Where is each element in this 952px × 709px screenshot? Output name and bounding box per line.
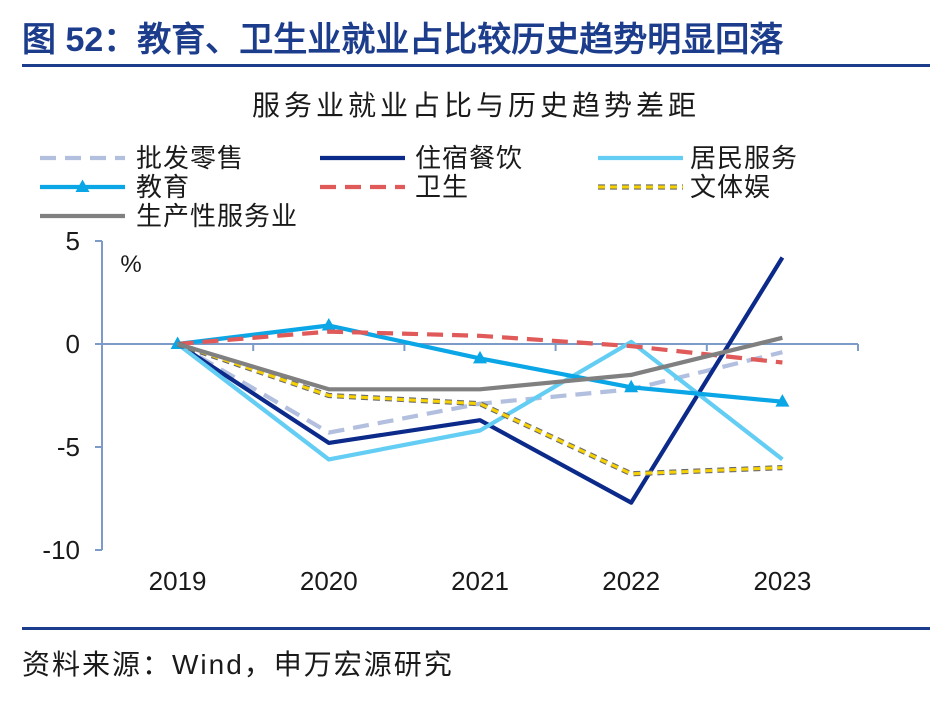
- data-point: [327, 394, 331, 398]
- series-line-outline: [176, 341, 783, 477]
- data-point: [478, 429, 482, 433]
- data-point: [780, 336, 784, 340]
- data-point: [176, 342, 180, 346]
- legend-item: 居民服务: [598, 143, 798, 173]
- series-1: [176, 255, 785, 505]
- legend-item: 生产性服务业: [40, 201, 298, 231]
- x-tick-label: 2023: [753, 566, 811, 596]
- series-3: [170, 317, 790, 407]
- data-point: [780, 361, 784, 365]
- series-line: [176, 256, 785, 505]
- legend-item: 批发零售: [40, 143, 244, 173]
- series-6: [176, 335, 784, 392]
- series-marker: [624, 379, 639, 393]
- series-marker: [321, 317, 336, 331]
- data-point: [780, 350, 784, 354]
- data-point: [327, 457, 331, 461]
- data-point: [478, 402, 482, 406]
- series-0: [176, 342, 784, 435]
- x-tick-label: 2022: [602, 566, 660, 596]
- data-point: [327, 387, 331, 391]
- figure-title: 图 52：教育、卫生业就业占比较历史趋势明显回落: [22, 21, 784, 59]
- axes: 5 0 -5 -10% 2019 2020 2021 2022 2023: [42, 226, 859, 596]
- data-point: [478, 334, 482, 338]
- data-point: [780, 255, 784, 259]
- data-point: [629, 373, 633, 377]
- data-point: [327, 431, 331, 435]
- data-point: [327, 330, 331, 334]
- legend-label: 文体娱: [690, 172, 771, 202]
- data-point: [780, 457, 784, 461]
- chart-title: 服务业就业占比与历史趋势差距: [252, 90, 700, 121]
- series-marker: [473, 350, 487, 364]
- legend-label: 住宿餐饮: [415, 143, 523, 173]
- legend-item: 住宿餐饮: [320, 143, 523, 173]
- source-note: 资料来源：Wind，申万宏源研究: [22, 649, 454, 680]
- data-point: [780, 466, 784, 470]
- y-tick-label: 0: [66, 329, 80, 359]
- x-tick-label: 2021: [451, 566, 509, 596]
- x-tick-label: 2019: [149, 566, 207, 596]
- data-point: [629, 340, 633, 344]
- data-point: [478, 418, 482, 422]
- series-line: [176, 335, 783, 392]
- series-5: [176, 341, 784, 477]
- legend-label: 生产性服务业: [136, 201, 298, 231]
- legend-label: 教育: [136, 172, 190, 202]
- legend-label: 居民服务: [690, 143, 798, 173]
- data-point: [478, 387, 482, 391]
- series-group: [170, 255, 790, 505]
- legend-item: 卫生: [320, 172, 469, 202]
- legend-label: 批发零售: [136, 143, 244, 173]
- data-point: [629, 501, 633, 505]
- x-tick-label: 2020: [300, 566, 358, 596]
- legend-label: 卫生: [415, 172, 469, 202]
- series-marker: [775, 394, 790, 407]
- legend-marker: [75, 179, 90, 192]
- y-tick-label: -10: [42, 535, 80, 565]
- series-line: [176, 339, 784, 462]
- data-point: [327, 441, 331, 445]
- series-line: [177, 342, 783, 476]
- data-point: [629, 344, 633, 348]
- series-4: [177, 329, 784, 365]
- series-line: [177, 329, 783, 365]
- legend-item: 文体娱: [598, 172, 771, 202]
- y-axis-unit-label: %: [120, 251, 141, 278]
- y-tick-label: 5: [66, 226, 80, 256]
- series-line: [176, 342, 783, 435]
- y-tick-label: -5: [57, 432, 80, 462]
- title-underline: [22, 64, 930, 67]
- data-point: [629, 472, 633, 476]
- source-divider: [22, 627, 930, 630]
- series-2: [176, 339, 784, 462]
- legend-item: 教育: [40, 172, 190, 202]
